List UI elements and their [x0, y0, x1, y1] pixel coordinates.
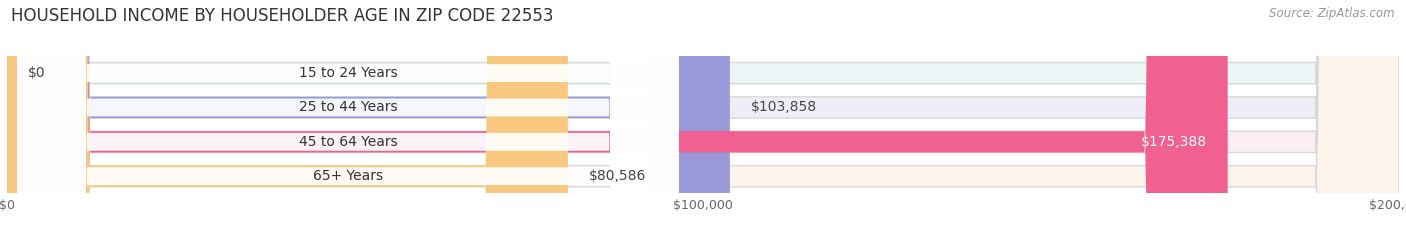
FancyBboxPatch shape [7, 0, 1399, 233]
Text: 65+ Years: 65+ Years [314, 169, 382, 183]
Text: $103,858: $103,858 [751, 100, 817, 114]
Text: HOUSEHOLD INCOME BY HOUSEHOLDER AGE IN ZIP CODE 22553: HOUSEHOLD INCOME BY HOUSEHOLDER AGE IN Z… [11, 7, 554, 25]
Text: $80,586: $80,586 [589, 169, 647, 183]
FancyBboxPatch shape [7, 0, 1399, 233]
FancyBboxPatch shape [7, 0, 1227, 233]
Text: $0: $0 [28, 66, 45, 80]
Text: $175,388: $175,388 [1140, 135, 1206, 149]
Text: 15 to 24 Years: 15 to 24 Years [298, 66, 398, 80]
FancyBboxPatch shape [7, 0, 1399, 233]
Text: 25 to 44 Years: 25 to 44 Years [298, 100, 398, 114]
Text: 45 to 64 Years: 45 to 64 Years [298, 135, 398, 149]
FancyBboxPatch shape [7, 0, 730, 233]
FancyBboxPatch shape [7, 0, 568, 233]
Text: Source: ZipAtlas.com: Source: ZipAtlas.com [1270, 7, 1395, 20]
FancyBboxPatch shape [17, 0, 679, 233]
FancyBboxPatch shape [17, 0, 679, 233]
FancyBboxPatch shape [17, 0, 679, 233]
FancyBboxPatch shape [17, 0, 679, 233]
FancyBboxPatch shape [7, 0, 1399, 233]
